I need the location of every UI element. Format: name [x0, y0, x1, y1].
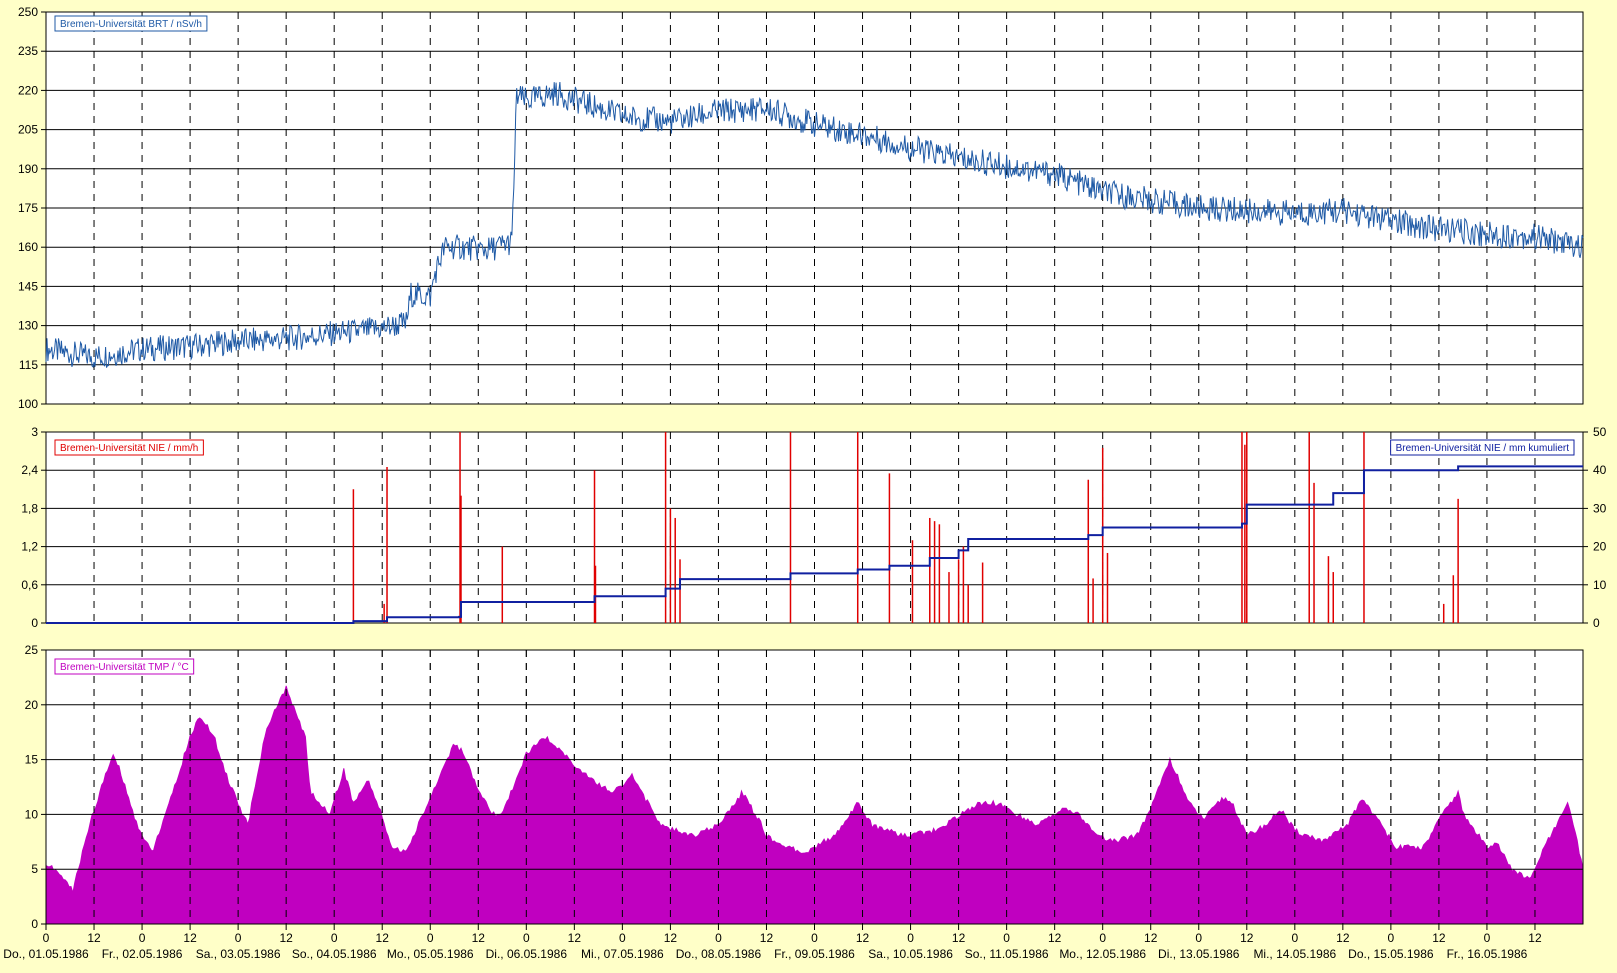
x-tick-label: 12	[1336, 931, 1350, 945]
temperature-legend: Bremen-Universität TMP / °C	[60, 662, 189, 673]
x-tick-label: 12	[472, 931, 486, 945]
x-date-label: Sa., 10.05.1986	[868, 947, 953, 961]
x-tick-label: 0	[427, 931, 434, 945]
temperature-ytick-label: 15	[25, 753, 39, 767]
x-date-label: So., 04.05.1986	[292, 947, 377, 961]
precipitation-ytick-label: 0	[31, 616, 38, 630]
dose-rate-ytick-label: 130	[18, 319, 38, 333]
x-tick-label: 0	[43, 931, 50, 945]
dose-rate-ytick-label: 100	[18, 397, 38, 411]
temperature-ytick-label: 20	[25, 698, 39, 712]
precipitation-legend-right: Bremen-Universität NIE / mm kumuliert	[1396, 443, 1570, 454]
temperature-legend-box	[54, 658, 195, 675]
x-tick-label: 0	[1388, 931, 1395, 945]
x-date-label: Mi., 14.05.1986	[1253, 947, 1336, 961]
dose-rate-panel: 100 115 130 145 160 175 190 205 220 235 250 Bremen-…	[18, 5, 1584, 411]
x-date-label: Do., 08.05.1986	[676, 947, 762, 961]
x-tick-label: 12	[1240, 931, 1254, 945]
x-date-label: Mi., 07.05.1986	[581, 947, 664, 961]
dose-rate-legend: Bremen-Universität BRT / nSv/h	[60, 19, 202, 30]
dose-rate-ytick-label: 250	[18, 5, 38, 19]
x-axis: 0 12 0 12 0 12 0 12 0 12 0 12 0 12 0 12 0 12 0 12 0 12 0 12 0 12 0…	[3, 924, 1542, 961]
x-tick-label: 12	[87, 931, 101, 945]
dose-rate-ytick-label: 160	[18, 240, 38, 254]
x-tick-label: 0	[1484, 931, 1491, 945]
dose-rate-ytick-label: 235	[18, 44, 38, 58]
x-tick-label: 12	[376, 931, 390, 945]
temperature-ytick-label: 5	[31, 862, 38, 876]
x-tick-label: 0	[907, 931, 914, 945]
temperature-ytick-label: 25	[25, 643, 39, 657]
precipitation-legend-right-box	[1390, 439, 1575, 456]
precipitation-ytick-right-label: 20	[1593, 540, 1607, 554]
dose-rate-ytick-label: 205	[18, 123, 38, 137]
x-date-label: Fr., 09.05.1986	[774, 947, 855, 961]
precipitation-ytick-label: 3	[31, 425, 38, 439]
precipitation-ytick-right-label: 50	[1593, 425, 1607, 439]
dose-rate-ytick-label: 190	[18, 162, 38, 176]
temperature-panel: 0 5 10 15 20 25 Bremen-Universität TMP / °C	[25, 643, 1584, 931]
x-date-label: Mo., 05.05.1986	[387, 947, 474, 961]
x-date-label: Do., 01.05.1986	[3, 947, 89, 961]
x-tick-label: 0	[235, 931, 242, 945]
x-tick-label: 0	[523, 931, 530, 945]
x-tick-label: 0	[811, 931, 818, 945]
precipitation-ytick-label: 1,2	[21, 540, 38, 554]
dose-rate-ytick-label: 145	[18, 279, 38, 293]
x-tick-label: 12	[183, 931, 197, 945]
x-date-label: Fr., 16.05.1986	[1447, 947, 1528, 961]
x-date-label: So., 11.05.1986	[965, 947, 1049, 961]
x-tick-label: 12	[760, 931, 774, 945]
x-date-label: Di., 13.05.1986	[1158, 947, 1240, 961]
x-date-label: Di., 06.05.1986	[486, 947, 568, 961]
x-tick-label: 12	[568, 931, 582, 945]
dose-rate-ytick-label: 115	[19, 358, 38, 372]
x-tick-label: 0	[715, 931, 722, 945]
x-tick-label: 0	[1099, 931, 1106, 945]
precipitation-ytick-right-label: 30	[1593, 501, 1607, 515]
dose-rate-ytick-label: 220	[18, 83, 38, 97]
x-date-label: Do., 15.05.1986	[1348, 947, 1434, 961]
precipitation-ytick-label: 1,8	[21, 501, 38, 515]
temperature-ytick-label: 10	[25, 807, 39, 821]
x-tick-label: 12	[279, 931, 293, 945]
x-date-label: Sa., 03.05.1986	[196, 947, 281, 961]
precipitation-legend-left-box	[54, 439, 204, 456]
precipitation-panel: 00,61,21,82,4301020304050Bremen-Universi…	[21, 425, 1606, 630]
dose-rate-legend-box	[54, 15, 208, 32]
x-tick-label: 12	[1144, 931, 1158, 945]
x-tick-label: 12	[1528, 931, 1542, 945]
x-tick-label: 12	[952, 931, 966, 945]
precipitation-ytick-right-label: 0	[1593, 616, 1600, 630]
precipitation-ytick-label: 0,6	[21, 578, 38, 592]
precipitation-ytick-right-label: 10	[1593, 578, 1607, 592]
x-tick-label: 0	[139, 931, 146, 945]
precipitation-ytick-label: 2,4	[21, 463, 38, 477]
precipitation-ytick-right-label: 40	[1593, 463, 1607, 477]
x-tick-label: 0	[619, 931, 626, 945]
dose-rate-ytick-label: 175	[18, 201, 38, 215]
x-date-label: Fr., 02.05.1986	[102, 947, 183, 961]
precipitation-legend-left: Bremen-Universität NIE / mm/h	[60, 443, 198, 454]
x-tick-label: 0	[1291, 931, 1298, 945]
x-tick-label: 12	[664, 931, 678, 945]
x-tick-label: 12	[856, 931, 870, 945]
precipitation-cumulative-line	[46, 465, 1583, 624]
x-tick-label: 0	[1003, 931, 1010, 945]
x-tick-label: 0	[331, 931, 338, 945]
temperature-ytick-label: 0	[31, 917, 38, 931]
x-date-label: Mo., 12.05.1986	[1059, 947, 1146, 961]
x-tick-label: 0	[1195, 931, 1202, 945]
x-tick-label: 12	[1432, 931, 1446, 945]
dose-rate-series-line	[45, 81, 1584, 368]
x-tick-label: 12	[1048, 931, 1062, 945]
